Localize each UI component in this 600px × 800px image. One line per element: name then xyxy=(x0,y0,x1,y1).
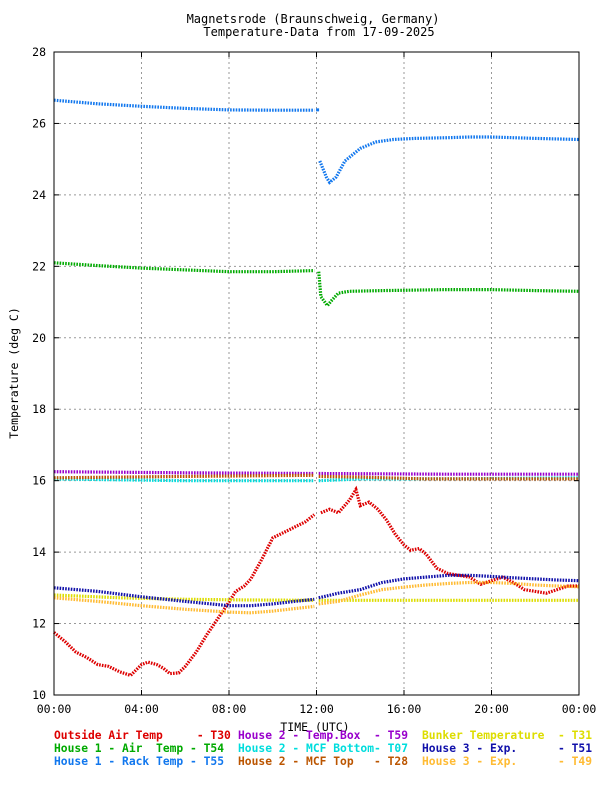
series-line xyxy=(53,473,315,480)
chart-title: Magnetsrode (Braunschweig, Germany) xyxy=(187,12,440,26)
series-line xyxy=(53,586,315,608)
series-line xyxy=(320,485,579,595)
x-axis-label: TIME (UTC) xyxy=(280,720,349,734)
x-tick-label: 12:00 xyxy=(299,702,334,716)
series-6 xyxy=(53,473,579,481)
series-line xyxy=(317,271,580,309)
legend-entry: House 2 - Temp.Box - T59 xyxy=(238,729,408,742)
legend-entry: House 1 - Air Temp - T54 xyxy=(54,742,224,755)
y-tick-label: 18 xyxy=(32,402,46,416)
series-4 xyxy=(53,470,579,476)
x-tick-label: 20:00 xyxy=(474,702,509,716)
y-tick-label: 14 xyxy=(32,545,46,559)
x-tick-label: 04:00 xyxy=(124,702,159,716)
series-line xyxy=(318,471,579,476)
y-tick-label: 12 xyxy=(32,617,46,631)
legend-entry: House 2 - MCF Bottom- T07 xyxy=(238,742,408,755)
y-tick-label: 28 xyxy=(32,45,46,59)
x-axis: 00:00 04:00 08:00 12:00 16:00 20:00 00:00 xyxy=(37,52,597,716)
legend-entry: House 2 - MCF Top - T28 xyxy=(238,755,408,768)
series-line xyxy=(53,470,315,476)
series-2 xyxy=(53,261,580,309)
series-7 xyxy=(53,593,579,602)
series-line xyxy=(53,593,315,602)
legend-entry: Bunker Temperature - T31 xyxy=(422,729,592,742)
data-point xyxy=(316,108,320,112)
series-line xyxy=(318,474,579,481)
legend-entry: House 3 - Exp. - T51 xyxy=(422,742,592,755)
series-layer xyxy=(52,98,580,678)
x-tick-label: 00:00 xyxy=(37,702,72,716)
legend-entry: House 3 - Exp. - T49 xyxy=(422,755,592,768)
y-tick-label: 22 xyxy=(32,259,46,273)
y-axis: 10 12 14 16 18 20 22 24 26 28 xyxy=(32,45,579,702)
series-line xyxy=(52,513,316,678)
chart-subtitle: Temperature-Data from 17-09-2025 xyxy=(203,25,434,39)
legend-entry: House 1 - Rack Temp - T55 xyxy=(54,755,224,768)
y-tick-label: 10 xyxy=(32,688,46,702)
series-1 xyxy=(52,485,579,678)
x-tick-label: 08:00 xyxy=(212,702,247,716)
series-line xyxy=(318,135,580,185)
y-tick-label: 26 xyxy=(32,116,46,130)
series-line xyxy=(53,98,315,112)
x-tick-label: 00:00 xyxy=(562,702,597,716)
series-9 xyxy=(53,580,580,615)
y-tick-label: 16 xyxy=(32,474,46,488)
series-line xyxy=(53,477,315,483)
series-line xyxy=(53,261,315,274)
series-line xyxy=(318,573,580,600)
series-3 xyxy=(53,98,580,185)
series-8 xyxy=(53,573,580,608)
series-line xyxy=(318,580,580,606)
legend-entry: Outside Air Temp - T30 xyxy=(54,729,231,742)
x-tick-label: 16:00 xyxy=(387,702,422,716)
y-axis-label: Temperature (deg C) xyxy=(7,307,21,439)
y-tick-label: 24 xyxy=(32,188,46,202)
y-tick-label: 20 xyxy=(32,331,46,345)
